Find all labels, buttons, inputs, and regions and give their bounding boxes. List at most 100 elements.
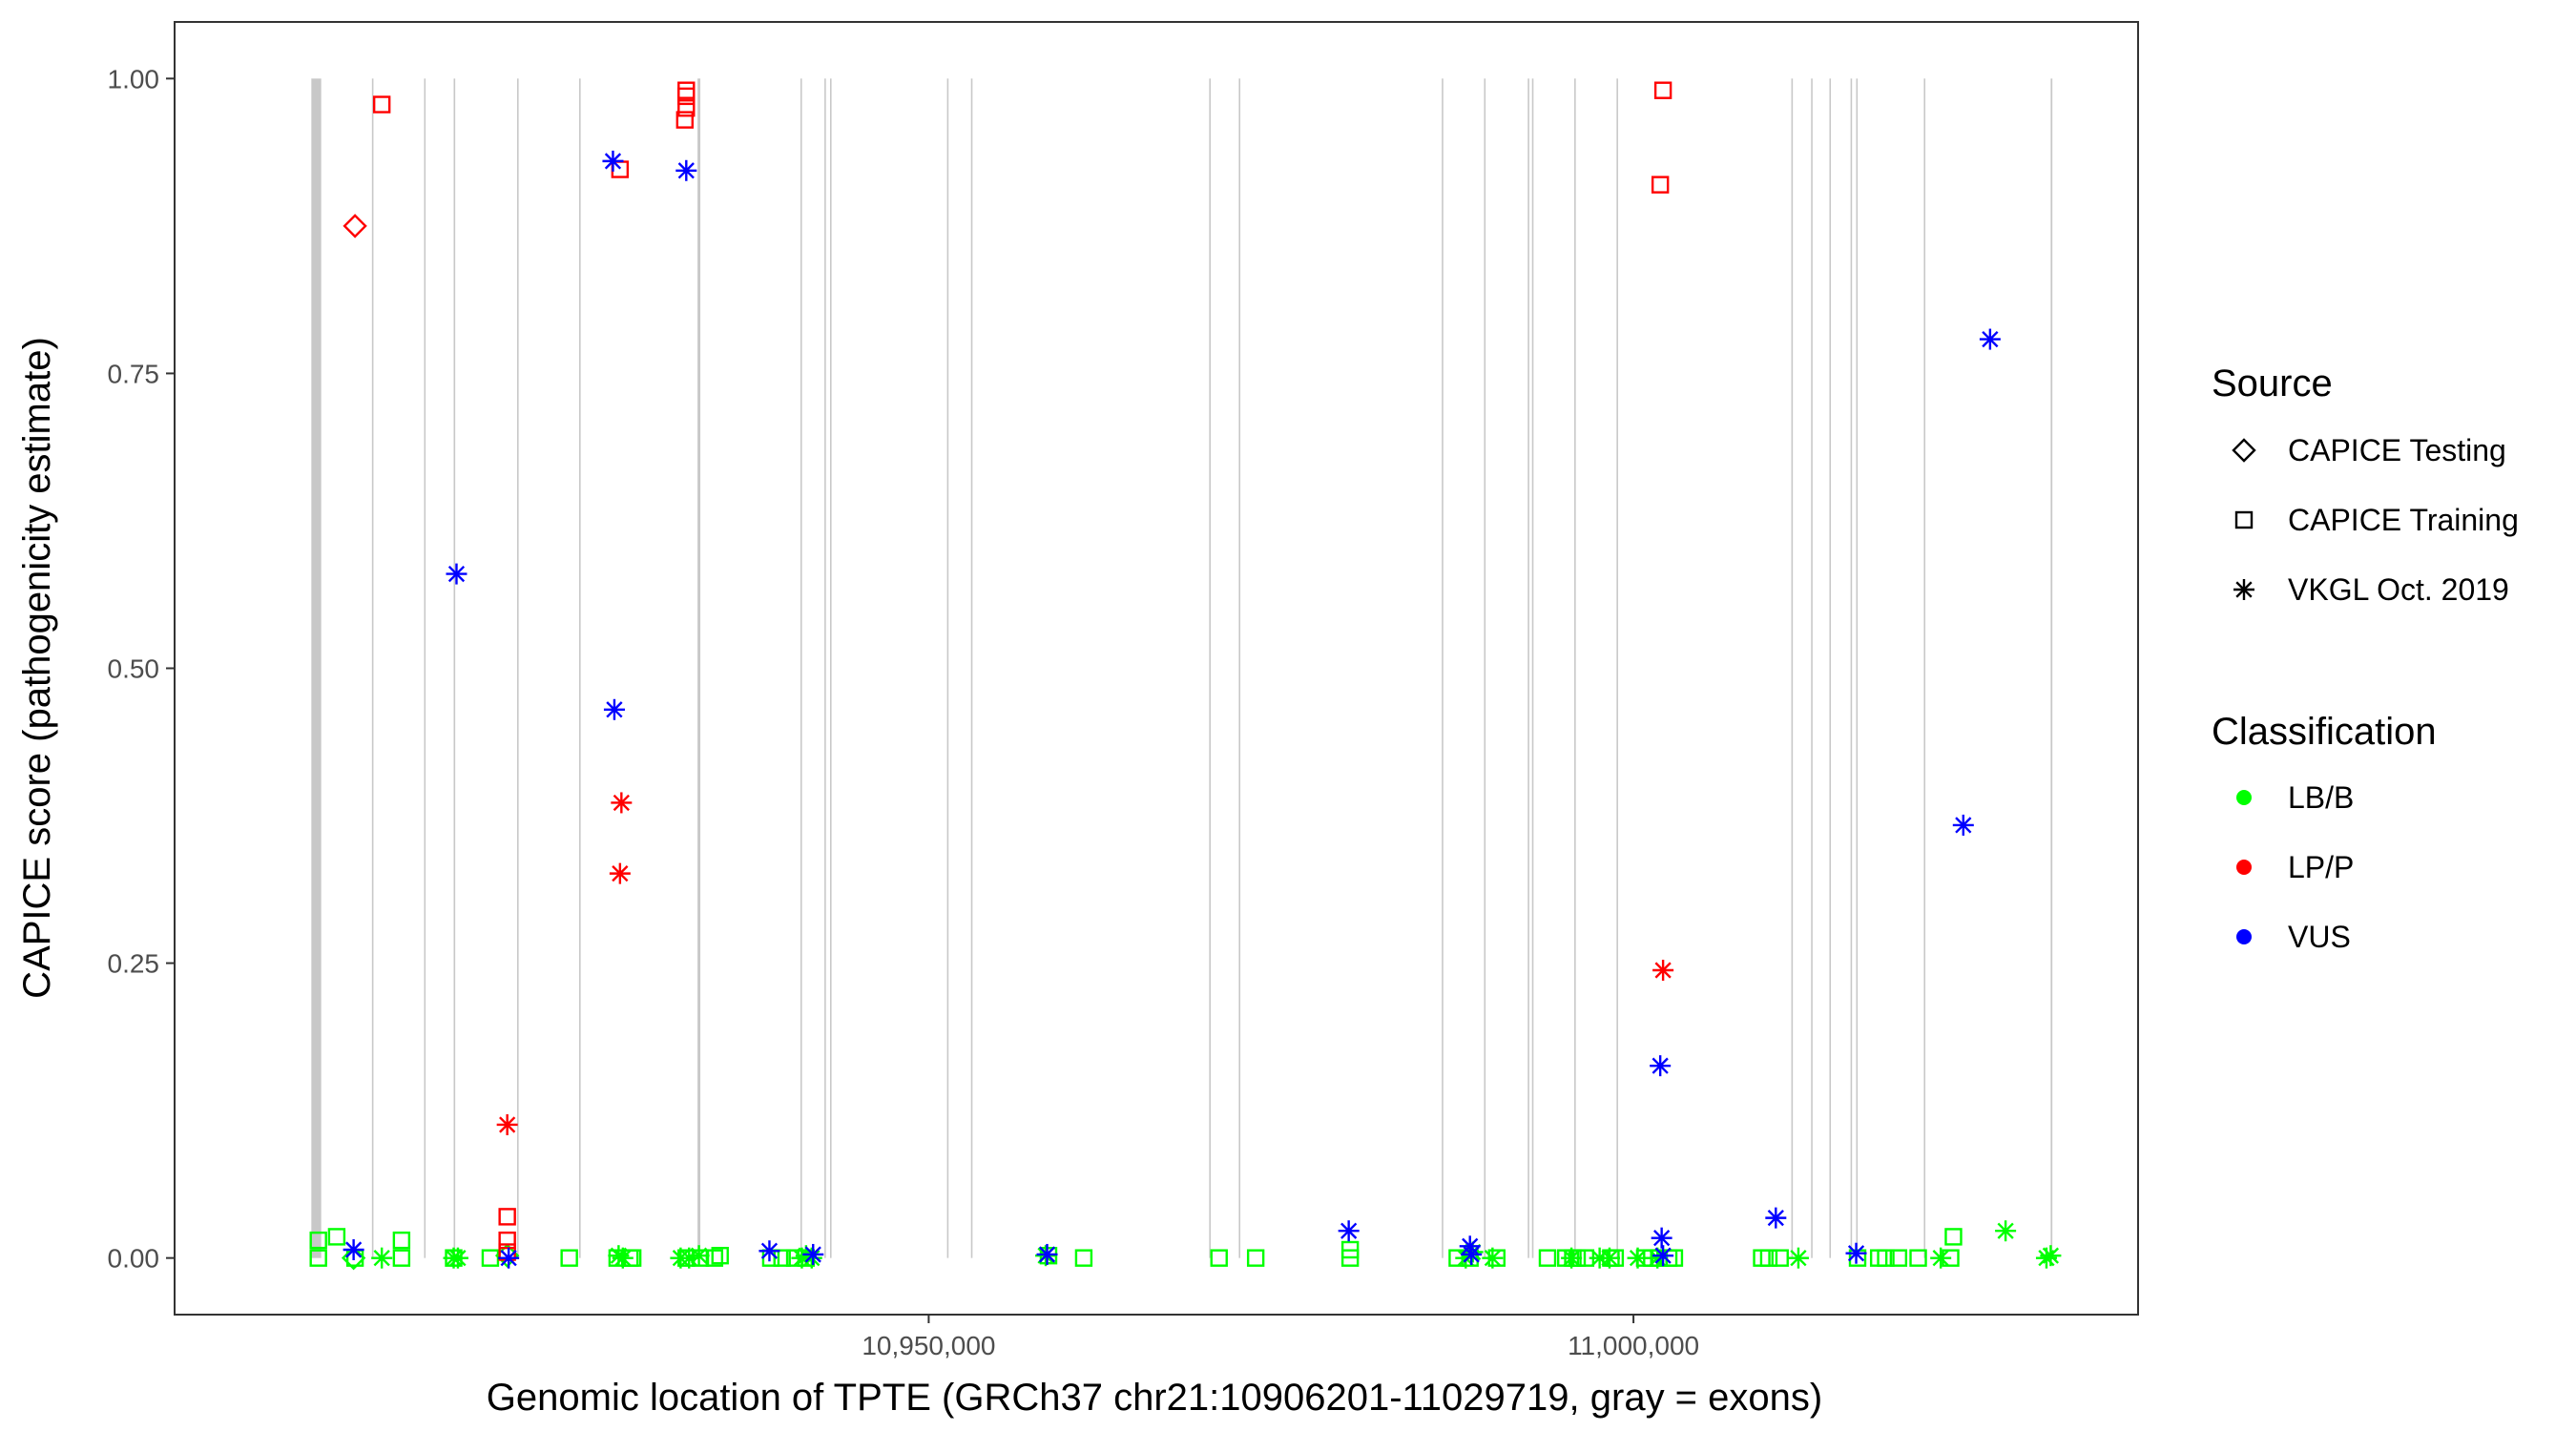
- data-point: [1652, 959, 1674, 981]
- data-point: [1461, 1243, 1483, 1265]
- data-point: [343, 214, 367, 238]
- data-point: [1995, 1220, 2017, 1242]
- exon-band: [2050, 78, 2053, 1258]
- square-shape: [392, 1249, 411, 1267]
- data-point: [1627, 1247, 1649, 1269]
- y-tick-label: 0.25: [108, 949, 160, 979]
- exon-band: [517, 78, 519, 1258]
- asterisk-stroke: [612, 864, 629, 882]
- square-shape: [1889, 1249, 1908, 1267]
- data-point: [1771, 1249, 1789, 1267]
- data-point: [498, 1208, 516, 1226]
- exon-band: [1527, 78, 1529, 1258]
- data-point: [1787, 1247, 1809, 1269]
- data-point: [1074, 1249, 1093, 1267]
- data-point: [343, 1239, 364, 1261]
- exon-band: [311, 78, 322, 1258]
- data-point: [1210, 1249, 1228, 1267]
- plot-area: [174, 21, 2139, 1316]
- x-tick-label: 10,950,000: [862, 1331, 995, 1360]
- y-axis: 0.00 0.25 0.50 0.75 1.00: [108, 64, 175, 1274]
- data-point: [688, 1245, 710, 1267]
- legend-class-label: VUS: [2288, 920, 2351, 954]
- exon-band: [1616, 78, 1618, 1258]
- asterisk-marker: [2233, 579, 2254, 600]
- legend-class-label: LP/P: [2288, 850, 2354, 884]
- square-shape: [1246, 1249, 1265, 1267]
- square-shape: [1210, 1249, 1228, 1267]
- x-axis: 10,950,000 11,000,000: [862, 1315, 1699, 1360]
- data-point: [446, 563, 467, 585]
- data-point: [773, 1249, 791, 1267]
- square-shape: [1538, 1249, 1557, 1267]
- square-shape: [498, 1231, 516, 1250]
- asterisk-stroke: [1790, 1250, 1807, 1267]
- exon-band: [1209, 78, 1212, 1258]
- legend-color-dot: [2236, 929, 2252, 944]
- data-point: [309, 1231, 327, 1250]
- square-shape: [309, 1249, 327, 1267]
- asterisk-stroke: [677, 162, 695, 179]
- asterisk-stroke: [2042, 1247, 2060, 1264]
- y-tick-label: 0.50: [108, 654, 160, 684]
- square-shape: [1653, 81, 1672, 99]
- square-shape: [1877, 1249, 1895, 1267]
- exon-layer: [311, 78, 2053, 1258]
- legend-classification-title: Classification: [2212, 711, 2437, 753]
- legend-source-item: CAPICE Training: [2234, 503, 2519, 537]
- exon-band: [1574, 78, 1576, 1258]
- diamond-marker: [2232, 438, 2256, 463]
- exon-band: [371, 78, 374, 1258]
- square-shape: [392, 1231, 411, 1250]
- data-point: [758, 1240, 780, 1262]
- data-point: [1877, 1249, 1895, 1267]
- asterisk-stroke: [1955, 817, 1972, 834]
- data-point: [1538, 1249, 1557, 1267]
- exon-band: [1531, 78, 1534, 1258]
- x-axis-title: Genomic location of TPTE (GRCh37 chr21:1…: [487, 1377, 1822, 1419]
- data-point: [1979, 328, 2001, 350]
- square-shape: [677, 87, 696, 106]
- data-point: [498, 1247, 520, 1269]
- exon-band: [829, 78, 832, 1258]
- asterisk-stroke: [690, 1247, 708, 1264]
- square-shape: [1909, 1249, 1927, 1267]
- square-shape: [773, 1249, 791, 1267]
- data-point: [1650, 1055, 1672, 1077]
- asterisk-stroke: [1653, 1230, 1671, 1247]
- square-shape: [560, 1249, 578, 1267]
- asterisk-stroke: [613, 794, 630, 812]
- square-shape: [675, 111, 695, 129]
- exon-band: [1850, 78, 1853, 1258]
- square-shape: [1340, 1240, 1360, 1259]
- exon-band: [824, 78, 826, 1258]
- y-axis-title: CAPICE score (pathogenicity estimate): [16, 337, 58, 999]
- data-point: [1952, 814, 1974, 836]
- data-point: [602, 150, 624, 172]
- y-tick-label: 0.75: [108, 359, 160, 388]
- square-shape: [1651, 176, 1670, 194]
- data-point: [560, 1249, 578, 1267]
- y-tick-label: 1.00: [108, 64, 160, 93]
- legend-color-dot: [2236, 860, 2252, 875]
- exon-band: [1811, 78, 1813, 1258]
- data-point: [1246, 1249, 1265, 1267]
- asterisk-stroke: [1847, 1245, 1865, 1262]
- exon-band: [1923, 78, 1926, 1258]
- data-point: [1482, 1247, 1504, 1269]
- legend-class-label: LB/B: [2288, 780, 2354, 815]
- square-shape: [1771, 1249, 1789, 1267]
- data-point: [1909, 1249, 1927, 1267]
- legend-color-dot: [2236, 790, 2252, 805]
- legend-source-items: CAPICE Testing CAPICE Training VKGL Oct. 2…: [2232, 433, 2519, 607]
- data-point: [705, 1249, 724, 1267]
- diamond-shape: [2232, 438, 2256, 463]
- data-point: [1930, 1247, 1952, 1269]
- square-shape: [498, 1208, 516, 1226]
- exon-band: [1238, 78, 1241, 1258]
- asterisk-stroke: [1463, 1246, 1480, 1263]
- data-point: [711, 1246, 729, 1265]
- asterisk-stroke: [1652, 1057, 1669, 1074]
- point-layer: [309, 81, 2062, 1271]
- asterisk-stroke: [614, 1250, 632, 1267]
